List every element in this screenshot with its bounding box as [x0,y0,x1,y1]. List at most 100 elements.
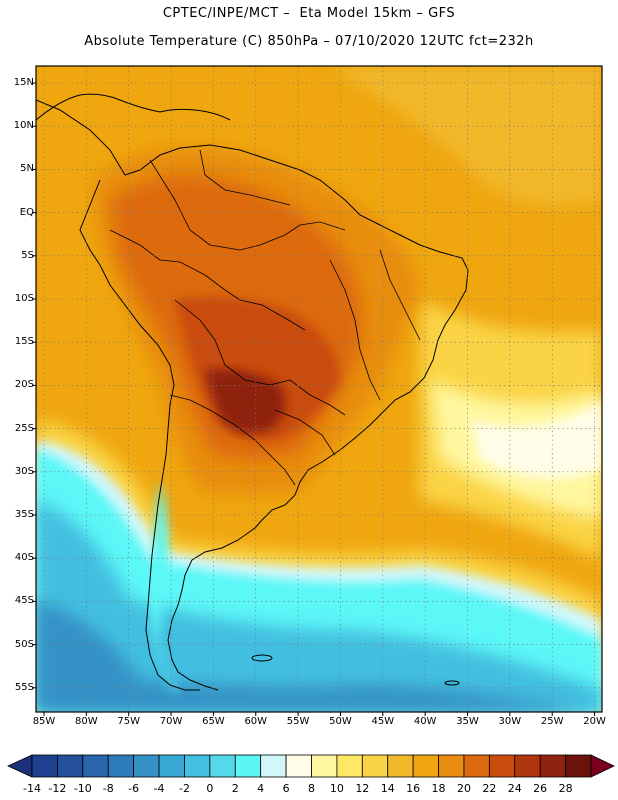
colorbar-tick-label: -6 [128,782,140,795]
colorbar-tick-label: 18 [431,782,446,795]
colorbar-tick-label: 20 [456,782,471,795]
political-borders [109,149,421,486]
lat-label: 5N [20,163,34,175]
colorbar-swatch [565,754,592,778]
temperature-field [36,66,602,712]
caribbean-coast [159,108,231,121]
colorbar-swatch [488,754,516,778]
lat-label: 10N [13,120,34,132]
colorbar-swatch [361,754,389,778]
colorbar-tick-label: 12 [355,782,370,795]
colorbar-tick-label: -4 [153,782,165,795]
colorbar-tick-label: -12 [48,782,67,795]
lon-label: 20W [583,716,606,727]
lon-label: 35W [456,716,479,727]
colorbar-tick-label: 8 [308,782,315,795]
colorbar-swatch [336,754,363,778]
colorbar-swatch [107,754,135,778]
colorbar-swatch [133,754,160,778]
lon-label: 45W [371,716,395,727]
colorbar-tick-label: 14 [380,782,395,795]
lat-label: 5S [21,249,34,261]
lon-label: 80W [75,716,98,727]
colorbar-tick-label: -2 [178,782,190,795]
field-andes-cold [150,480,180,690]
colorbar-tick-label: 22 [482,782,497,795]
colorbar-tick-label: 4 [257,782,265,795]
atlantic-coastline [36,99,469,691]
border-north-2 [109,229,306,331]
central-america-coast [36,93,161,121]
colorbar-swatch [82,754,109,778]
colorbar-swatch [260,754,287,778]
lon-label: 70W [159,716,183,727]
colorbar-swatch [514,754,541,778]
colorbar-tick-label: 28 [558,782,573,795]
lon-label: 60W [244,716,268,727]
colorbar-swatch [438,754,465,778]
lat-label: 15S [14,336,34,348]
border-south-2 [274,409,336,456]
axis-ticks [32,82,596,716]
colorbar-tick-label: 6 [282,782,290,795]
lat-label: 10S [14,293,34,304]
lat-label: 25S [14,422,34,434]
border-states-1 [329,259,381,401]
colorbar-tick-label: 10 [329,782,344,795]
border-guianas [199,149,291,206]
colorbar [7,754,615,778]
colorbar-swatch [57,754,84,778]
lon-label: 50W [329,716,352,727]
lon-label: 85W [32,716,56,727]
south-georgia [444,680,460,686]
title-line-1: CPTEC/INPE/MCT – Eta Model 15km – GFS [162,6,456,21]
colorbar-swatch [463,754,490,778]
border-north-1 [149,159,346,251]
lat-label: 45S [14,595,34,607]
falkland-islands [251,654,273,662]
lon-label: 65W [202,716,225,727]
lat-label: 55S [14,681,34,693]
plot-frame [35,65,603,713]
colorbar-swatch [539,754,566,778]
lat-label: 35S [14,509,34,520]
coastlines [36,93,469,691]
lat-label: 15N [13,77,34,88]
colorbar-tick-label: 26 [533,782,548,795]
border-central [174,299,346,416]
colorbar-under-triangle [7,754,33,778]
colorbar-swatch [158,754,185,778]
lon-label: 75W [117,716,140,727]
border-states-2 [379,249,421,341]
colorbar-tick-label: 2 [231,782,239,795]
colorbar-tick-label: 24 [507,782,522,795]
colorbar-swatch [387,754,414,778]
colorbar-tick-label: -14 [23,782,41,795]
colorbar-tick-label: 0 [206,782,214,795]
colorbar-over-triangle [590,754,615,778]
field-band-16 [330,66,602,206]
colorbar-swatch [209,754,236,778]
colorbar-tick-label: 16 [406,782,421,795]
lon-label: 55W [286,716,310,727]
lon-label: 25W [540,716,564,727]
colorbar-swatch [412,754,439,778]
lon-label: 40W [413,716,437,727]
field-band-minus-6 [36,600,602,712]
lat-label: 50S [14,638,34,650]
colorbar-swatch [311,754,338,778]
border-south-1 [169,394,296,486]
lat-label: EQ [19,206,34,218]
field-band-minus-2 [36,500,602,712]
colorbar-swatch [184,754,211,778]
lat-label: 20S [14,379,34,391]
colorbar-swatch [234,754,262,778]
lon-label: 30W [498,716,522,727]
colorbar-swatch [285,754,312,778]
field-band-8 [470,400,602,478]
colorbar-tick-label: -8 [102,782,114,795]
field-continent-26 [205,369,286,434]
colorbar-tick-label: -10 [73,782,92,795]
lat-label: 40S [14,552,34,564]
